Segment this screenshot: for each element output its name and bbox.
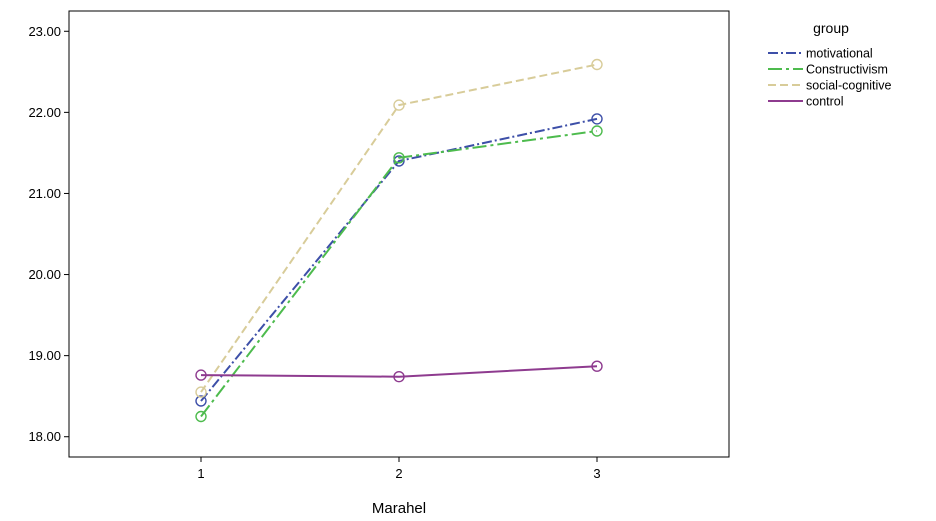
series-social-cognitive [195,58,603,398]
legend-label: control [806,95,844,109]
data-point [195,410,207,423]
series-line [200,130,598,418]
series-control [195,360,603,383]
x-tick-label: 3 [593,466,600,481]
data-point [393,371,405,383]
series-motivational [195,113,603,407]
x-axis: 1 2 3 [197,457,601,481]
data-point [195,369,207,381]
data-point [591,58,603,71]
legend-title: group [813,20,849,36]
data-point [393,152,405,164]
plot-area [68,10,730,458]
legend-label: motivational [806,47,873,61]
legend: group motivational Constructivism social-c… [768,20,892,109]
x-axis-title: Marahel [372,500,426,517]
series-line [200,365,598,378]
y-tick-label: 23.00 [28,24,61,39]
data-point [591,360,603,372]
legend-label: social-cognitive [806,79,892,93]
y-axis: 18.00 19.00 20.00 21.00 22.00 23.00 [28,24,69,444]
x-tick-label: 1 [197,466,204,481]
data-point [195,395,207,407]
series-line [200,63,598,393]
data-point [591,113,603,125]
x-tick-label: 2 [395,466,402,481]
series-constructivism [195,125,603,423]
data-point [393,155,405,167]
data-point [393,99,405,111]
data-point [591,125,603,137]
y-tick-label: 20.00 [28,267,61,282]
y-tick-label: 19.00 [28,348,61,363]
series-layer [195,58,603,423]
y-tick-label: 18.00 [28,429,61,444]
y-tick-label: 22.00 [28,105,61,120]
legend-label: Constructivism [806,63,888,77]
y-tick-label: 21.00 [28,186,61,201]
legend-items: motivational Constructivism social-cogniti… [768,47,892,109]
data-point [195,386,207,398]
series-line [200,117,598,402]
